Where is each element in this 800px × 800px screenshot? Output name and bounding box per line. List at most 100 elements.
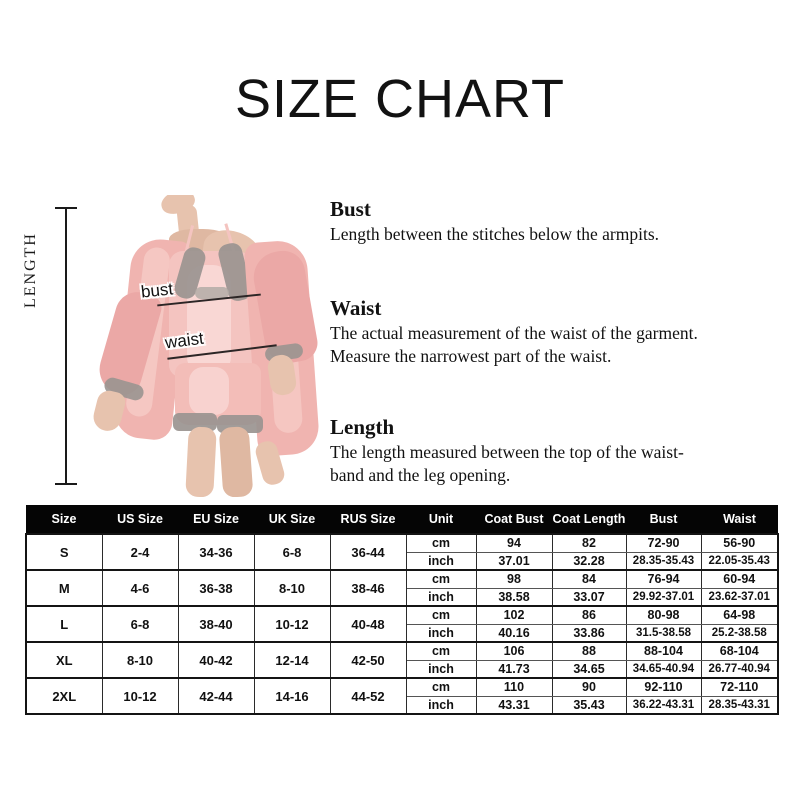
length-label: LENGTH xyxy=(22,232,39,308)
cell-rus-size: 42-50 xyxy=(329,641,407,679)
cell-coat-length: 86 xyxy=(551,605,627,625)
table-header-row: Size US Size EU Size UK Size RUS Size Un… xyxy=(26,505,778,534)
page-title: SIZE CHART xyxy=(234,69,566,129)
cell-bust: 36.22-43.31 xyxy=(625,695,702,715)
cell-bust: 29.92-37.01 xyxy=(625,587,702,607)
table-row: 2XL 10-12 42-44 14-16 44-52 cm 110 90 92… xyxy=(25,677,779,715)
table-row: S 2-4 34-36 6-8 36-44 cm 94 82 72-90 56-… xyxy=(25,533,779,571)
description-length-line-2: band and the leg opening. xyxy=(330,465,511,486)
table-row: M 4-6 36-38 8-10 38-46 cm 98 84 76-94 60… xyxy=(25,569,779,607)
cell-unit: inch xyxy=(405,551,477,571)
cell-coat-bust: 110 xyxy=(475,677,553,697)
cell-eu-size: 34-36 xyxy=(177,533,255,571)
cell-unit: cm xyxy=(405,677,477,697)
cell-unit: cm xyxy=(405,605,477,625)
description-waist-line-2: Measure the narrowest part of the waist. xyxy=(330,346,612,367)
model-leg-right xyxy=(218,426,254,497)
description-bust-line-1: Length between the stitches below the ar… xyxy=(330,224,660,245)
cell-waist: 60-94 xyxy=(700,569,779,589)
cell-coat-bust: 37.01 xyxy=(475,551,553,571)
size-chart-table: Size US Size EU Size UK Size RUS Size Un… xyxy=(25,505,779,715)
cami-lace-center xyxy=(195,287,229,299)
cell-coat-bust: 102 xyxy=(475,605,553,625)
cell-unit: inch xyxy=(405,623,477,643)
cell-unit: inch xyxy=(405,659,477,679)
cell-rus-size: 36-44 xyxy=(329,533,407,571)
description-bust: Bust Length between the stitches below t… xyxy=(330,196,659,246)
table-row: XL 8-10 40-42 12-14 42-50 cm 106 88 88-1… xyxy=(25,641,779,679)
cell-unit: cm xyxy=(405,569,477,589)
cell-waist: 64-98 xyxy=(700,605,779,625)
cell-size: M xyxy=(25,569,103,607)
cell-size: S xyxy=(25,533,103,571)
description-length-line-1: The length measured between the top of t… xyxy=(330,442,684,463)
table-row: L 6-8 38-40 10-12 40-48 cm 102 86 80-98 … xyxy=(25,605,779,643)
cell-coat-length: 33.86 xyxy=(551,623,627,643)
description-waist-heading: Waist xyxy=(330,296,382,320)
cell-waist: 68-104 xyxy=(700,641,779,661)
table-row: inch 38.58 33.07 29.92-37.01 23.62-37.01 xyxy=(26,587,779,607)
header-bust: Bust xyxy=(626,505,701,534)
cell-coat-length: 35.43 xyxy=(551,695,627,715)
description-bust-heading: Bust xyxy=(330,197,371,221)
model-leg-left xyxy=(185,426,217,497)
cell-uk-size: 12-14 xyxy=(253,641,331,679)
header-rus-size: RUS Size xyxy=(330,505,406,534)
cell-coat-length: 32.28 xyxy=(551,551,627,571)
cell-us-size: 2-4 xyxy=(101,533,179,571)
cell-waist: 28.35-43.31 xyxy=(700,695,779,715)
cell-rus-size: 44-52 xyxy=(329,677,407,715)
cell-coat-bust: 38.58 xyxy=(475,587,553,607)
cell-rus-size: 38-46 xyxy=(329,569,407,607)
cell-uk-size: 8-10 xyxy=(253,569,331,607)
header-coat-length: Coat Length xyxy=(552,505,626,534)
cell-coat-length: 88 xyxy=(551,641,627,661)
cell-us-size: 8-10 xyxy=(101,641,179,679)
cell-bust: 31.5-38.58 xyxy=(625,623,702,643)
cell-uk-size: 14-16 xyxy=(253,677,331,715)
cell-eu-size: 40-42 xyxy=(177,641,255,679)
product-photo-block: LENGTH xyxy=(22,195,325,497)
cell-waist: 25.2-38.58 xyxy=(700,623,779,643)
cell-bust: 76-94 xyxy=(625,569,702,589)
table-row: inch 37.01 32.28 28.35-35.43 22.05-35.43 xyxy=(26,551,779,571)
cell-coat-length: 34.65 xyxy=(551,659,627,679)
cell-size: 2XL xyxy=(25,677,103,715)
cell-waist: 26.77-40.94 xyxy=(700,659,779,679)
header-size: Size xyxy=(26,505,102,534)
model-photo xyxy=(83,195,325,497)
cell-coat-length: 82 xyxy=(551,533,627,553)
table-row: inch 43.31 35.43 36.22-43.31 28.35-43.31 xyxy=(26,695,779,715)
cell-bust: 72-90 xyxy=(625,533,702,553)
table-row: inch 40.16 33.86 31.5-38.58 25.2-38.58 xyxy=(26,623,779,643)
cell-coat-bust: 98 xyxy=(475,569,553,589)
cell-coat-length: 33.07 xyxy=(551,587,627,607)
cell-coat-bust: 106 xyxy=(475,641,553,661)
cell-coat-bust: 40.16 xyxy=(475,623,553,643)
header-unit: Unit xyxy=(406,505,476,534)
cell-eu-size: 38-40 xyxy=(177,605,255,643)
cell-unit: cm xyxy=(405,641,477,661)
cell-us-size: 10-12 xyxy=(101,677,179,715)
cell-waist: 22.05-35.43 xyxy=(700,551,779,571)
cell-us-size: 6-8 xyxy=(101,605,179,643)
cell-coat-bust: 43.31 xyxy=(475,695,553,715)
cell-rus-size: 40-48 xyxy=(329,605,407,643)
cell-eu-size: 36-38 xyxy=(177,569,255,607)
cell-bust: 80-98 xyxy=(625,605,702,625)
cell-waist: 56-90 xyxy=(700,533,779,553)
description-length: Length The length measured between the t… xyxy=(330,414,684,487)
cell-coat-length: 90 xyxy=(551,677,627,697)
length-bracket-bottom-cap xyxy=(55,483,77,485)
shorts-highlight xyxy=(189,367,229,415)
description-waist-line-1: The actual measurement of the waist of t… xyxy=(330,323,698,344)
cell-coat-bust: 94 xyxy=(475,533,553,553)
length-bracket xyxy=(55,207,77,485)
description-length-heading: Length xyxy=(330,415,395,439)
cell-size: L xyxy=(25,605,103,643)
header-us-size: US Size xyxy=(102,505,178,534)
cell-eu-size: 42-44 xyxy=(177,677,255,715)
cell-us-size: 4-6 xyxy=(101,569,179,607)
description-waist: Waist The actual measurement of the wais… xyxy=(330,295,698,368)
cell-unit: cm xyxy=(405,533,477,553)
